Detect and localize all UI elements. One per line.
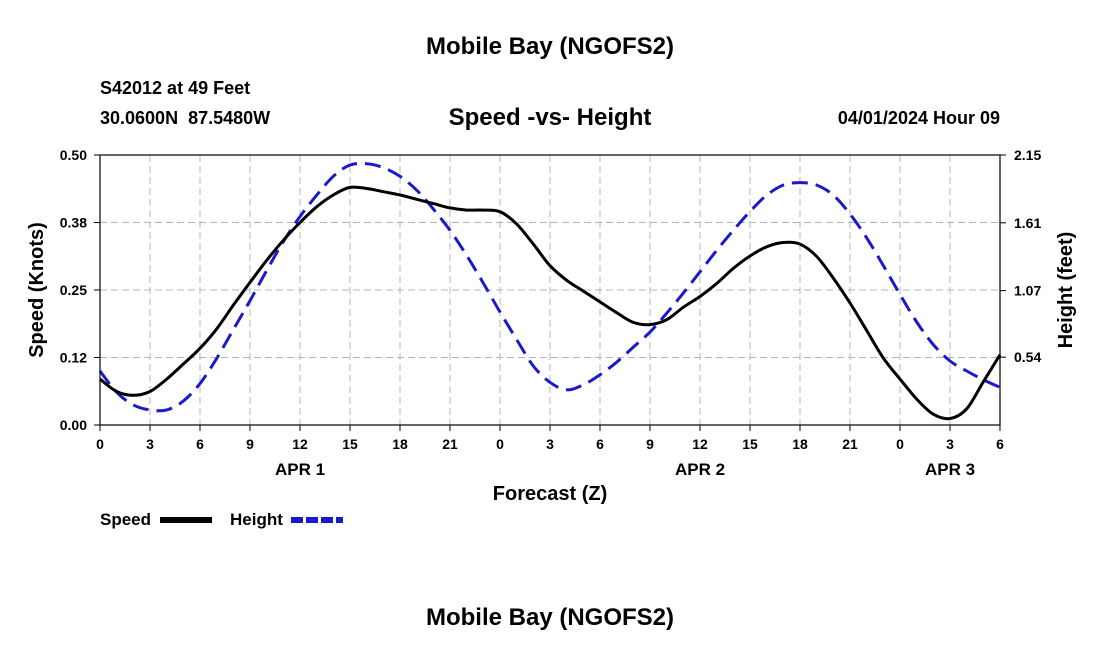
grid — [100, 155, 1000, 425]
y-tick-label-left: 0.50 — [60, 147, 87, 163]
top-title: Mobile Bay (NGOFS2) — [426, 33, 674, 60]
x-tick-label: 3 — [146, 436, 154, 452]
coordinates-label: 30.0600N 87.5480W — [100, 108, 270, 128]
x-tick-label: 21 — [842, 436, 858, 452]
x-tick-label: 6 — [996, 436, 1004, 452]
axes: 0 3 6 9 12 15 18 21 0 3 6 9 12 15 18 21 0 3 6 APR 1 APR 2 APR… — [60, 147, 1042, 479]
x-tick-label: 18 — [392, 436, 408, 452]
series-lines — [98, 161, 1002, 421]
y-tick-label-left: 0.25 — [60, 282, 87, 298]
y-axis-label-left: Speed (Knots) — [26, 222, 48, 358]
y-tick-label-left: 0.00 — [60, 417, 87, 433]
y-tick-label-right: 1.61 — [1014, 215, 1041, 231]
x-tick-label: 21 — [442, 436, 458, 452]
bottom-title: Mobile Bay (NGOFS2) — [426, 604, 674, 631]
series-line-speed — [99, 185, 1002, 421]
x-tick-label: 15 — [342, 436, 358, 452]
y-tick-label-left: 0.12 — [60, 350, 87, 366]
x-tick-label: 18 — [792, 436, 808, 452]
legend-label-height: Height — [230, 510, 283, 529]
station-label: S42012 at 49 Feet — [100, 78, 250, 98]
y-tick-label-right: 0.54 — [1014, 349, 1041, 365]
y-tick-label-right: 2.15 — [1014, 147, 1041, 163]
x-day-label: APR 3 — [925, 460, 975, 479]
x-tick-label: 9 — [646, 436, 654, 452]
y-tick-label-right: 1.07 — [1014, 283, 1041, 299]
x-tick-label: 6 — [196, 436, 204, 452]
series-line-height — [98, 161, 1001, 413]
x-tick-label: 15 — [742, 436, 758, 452]
x-day-label: APR 1 — [275, 460, 325, 479]
x-tick-label: 12 — [692, 436, 708, 452]
x-tick-label: 9 — [246, 436, 254, 452]
x-tick-label: 0 — [96, 436, 104, 452]
x-day-label: APR 2 — [675, 460, 725, 479]
x-axis-label: Forecast (Z) — [493, 483, 607, 505]
legend: Speed Height — [100, 510, 343, 529]
date-label: 04/01/2024 Hour 09 — [838, 108, 1000, 128]
x-tick-label: 3 — [946, 436, 954, 452]
x-tick-label: 0 — [896, 436, 904, 452]
x-tick-label: 0 — [496, 436, 504, 452]
chart-title: Speed -vs- Height — [449, 104, 652, 131]
x-tick-label: 3 — [546, 436, 554, 452]
legend-label-speed: Speed — [100, 510, 151, 529]
x-tick-label: 12 — [292, 436, 308, 452]
x-tick-label: 6 — [596, 436, 604, 452]
y-axis-label-right: Height (feet) — [1055, 232, 1077, 349]
y-tick-label-left: 0.38 — [60, 215, 87, 231]
